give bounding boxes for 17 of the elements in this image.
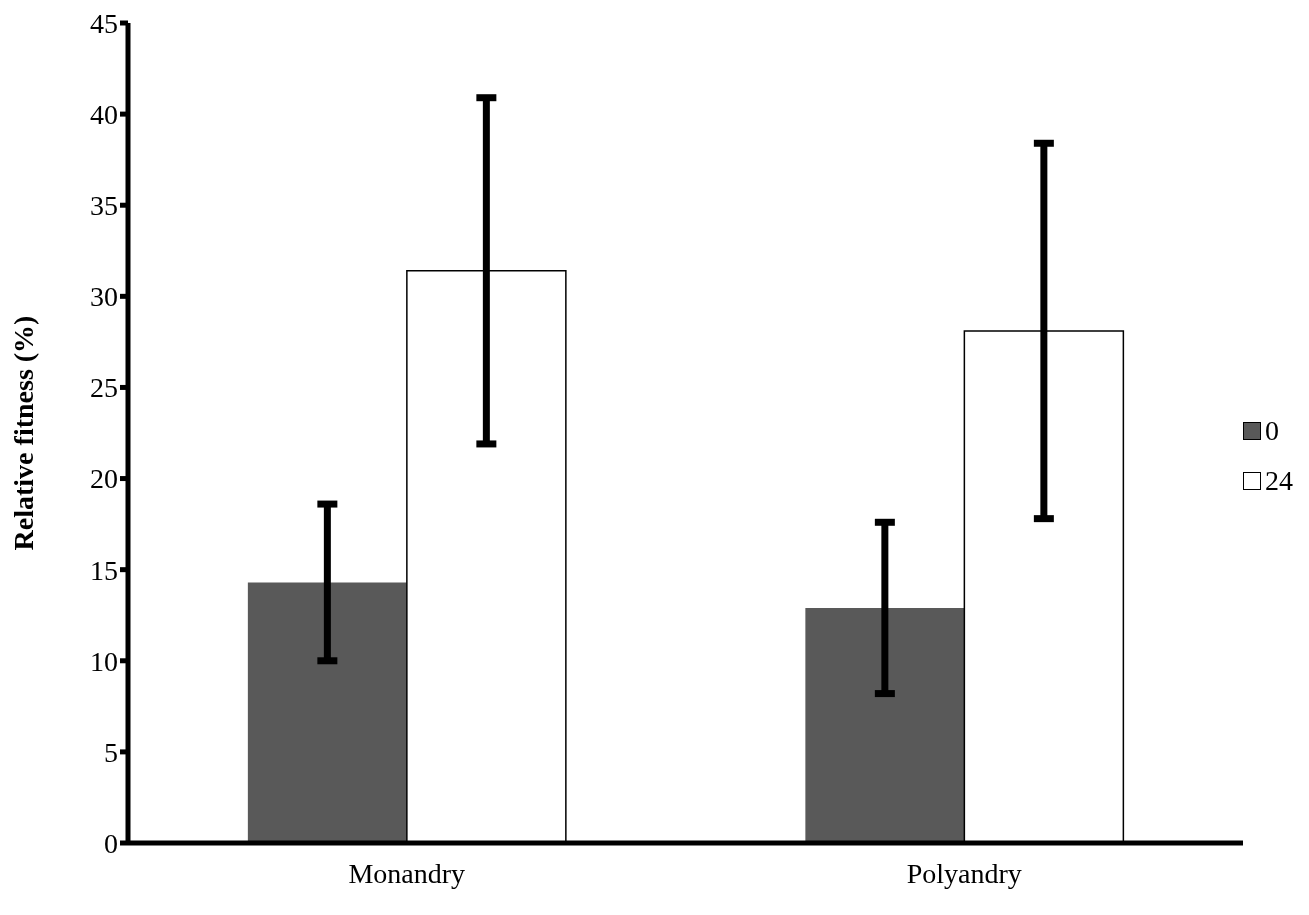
x-tick-label: Monandry	[348, 857, 466, 889]
legend-label: 0	[1265, 414, 1279, 447]
y-tick-label: 40	[90, 99, 118, 131]
legend-label: 24	[1265, 464, 1293, 497]
bar	[247, 582, 407, 843]
bar	[805, 607, 965, 843]
x-tick-label: Polyandry	[906, 857, 1022, 889]
y-tick-label: 35	[90, 190, 118, 222]
y-tick-label: 25	[90, 372, 118, 404]
y-axis-title: Relative fitness (%)	[7, 315, 39, 551]
y-tick-label: 10	[90, 645, 118, 677]
y-tick-label: 30	[90, 281, 118, 313]
y-tick-label: 20	[90, 463, 118, 495]
y-tick-label: 5	[104, 736, 118, 768]
y-tick-label: 0	[104, 827, 118, 859]
y-tick-label: 45	[90, 7, 118, 39]
y-tick-label: 15	[90, 554, 118, 586]
